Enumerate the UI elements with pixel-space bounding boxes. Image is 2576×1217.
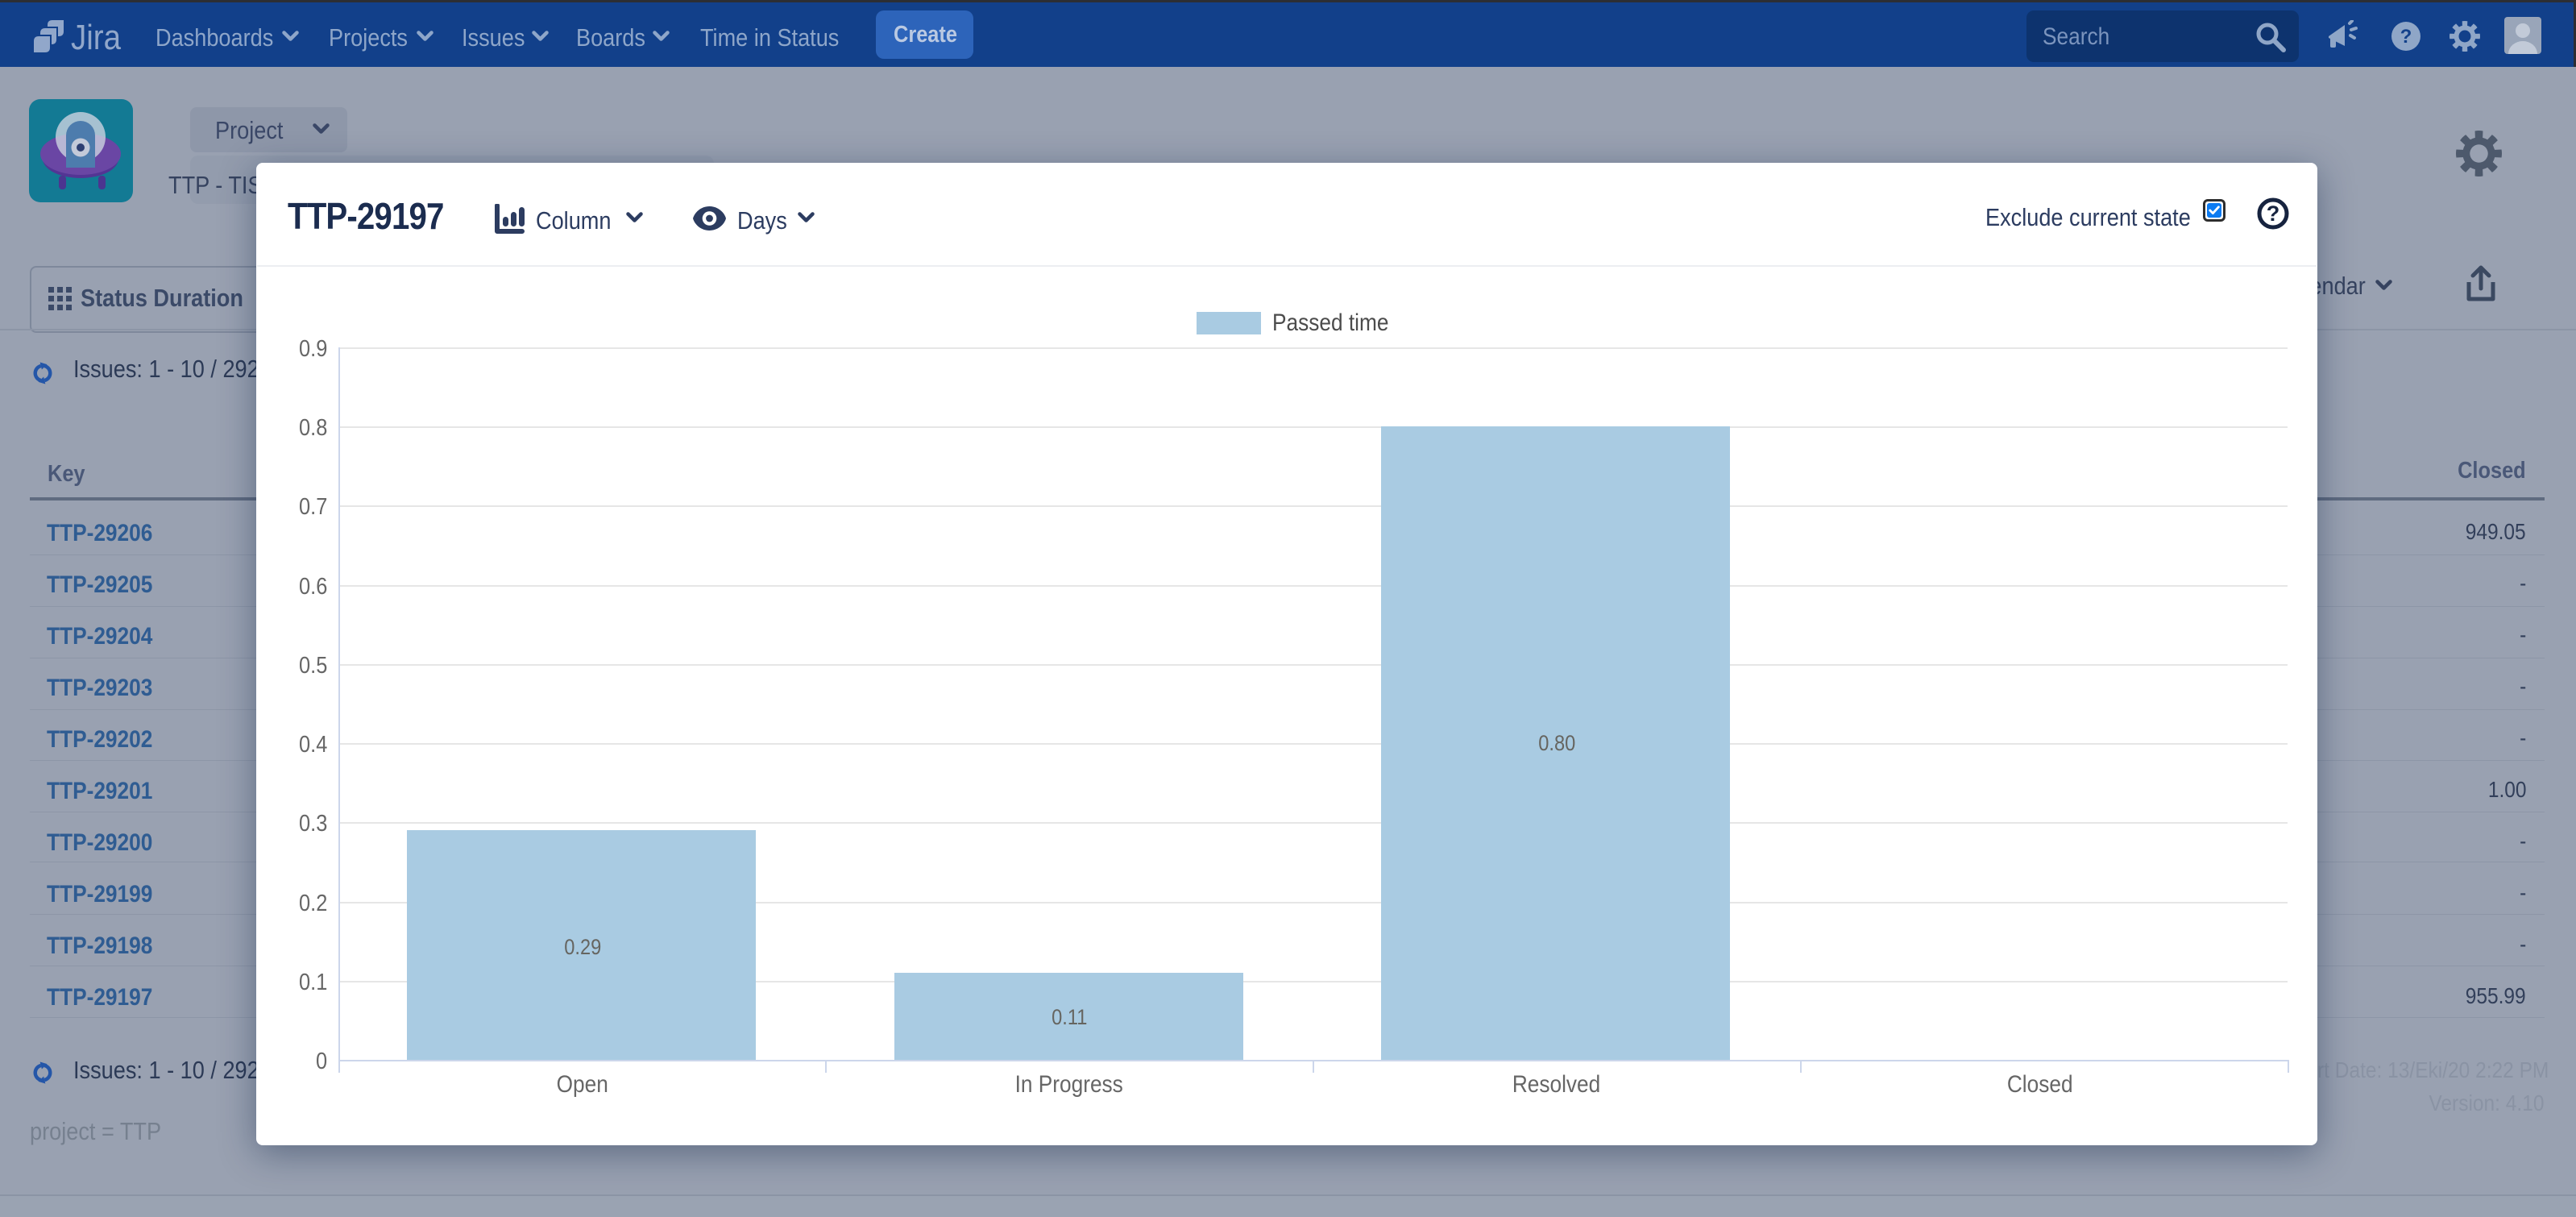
svg-text:?: ? (2267, 201, 2280, 226)
svg-text:?: ? (2400, 26, 2412, 48)
